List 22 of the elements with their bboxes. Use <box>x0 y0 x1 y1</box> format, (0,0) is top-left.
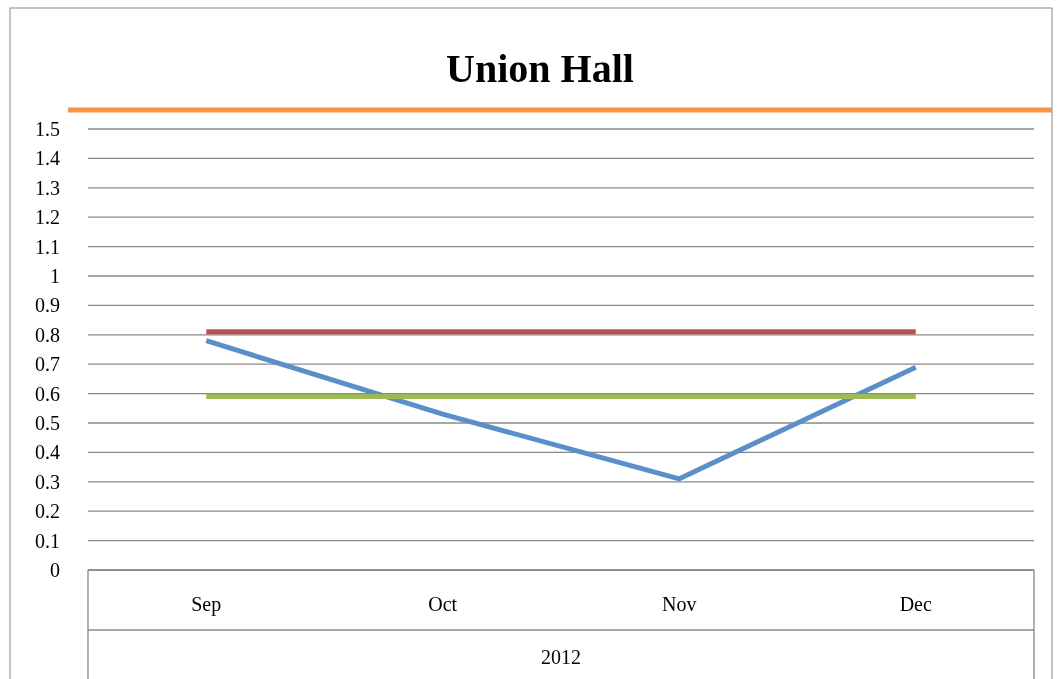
x-tick-label: Dec <box>899 593 932 615</box>
x-axis-title: 2012 <box>541 646 581 668</box>
y-tick-label: 0.1 <box>35 529 60 552</box>
y-tick-label: 0 <box>50 559 60 581</box>
y-tick-label: 1.5 <box>35 118 60 140</box>
y-tick-label: 0.9 <box>35 294 60 317</box>
y-tick-label: 1.4 <box>35 147 60 170</box>
x-tick-label: Nov <box>662 593 697 615</box>
y-tick-label: 1.3 <box>35 176 60 199</box>
y-tick-label: 0.6 <box>35 382 60 405</box>
y-tick-label: 1.1 <box>35 235 60 258</box>
x-tick-label: Oct <box>428 593 458 615</box>
y-tick-label: 1 <box>50 265 60 287</box>
y-tick-label: 0.4 <box>35 441 60 464</box>
chart-title: Union Hall <box>446 46 634 91</box>
x-tick-label: Sep <box>191 593 222 616</box>
y-tick-label: 0.2 <box>35 500 60 523</box>
y-tick-label: 1.2 <box>35 206 60 229</box>
y-tick-label: 0.3 <box>35 470 60 493</box>
y-tick-label: 0.7 <box>35 353 60 376</box>
y-tick-label: 0.8 <box>35 323 60 346</box>
y-tick-label: 0.5 <box>35 412 60 434</box>
